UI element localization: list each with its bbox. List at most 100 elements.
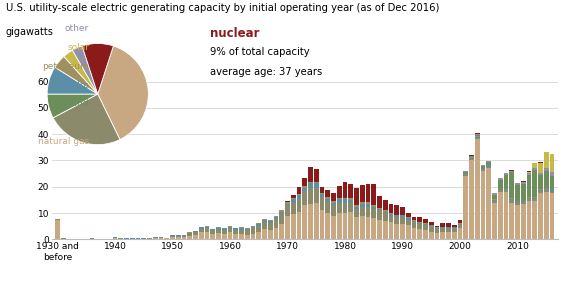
- Bar: [302, 205, 307, 239]
- Bar: [417, 224, 422, 229]
- Bar: [440, 223, 445, 227]
- Bar: [550, 172, 554, 176]
- Bar: [498, 190, 503, 192]
- Bar: [360, 185, 365, 202]
- Bar: [325, 201, 330, 213]
- Wedge shape: [47, 67, 98, 94]
- Bar: [210, 234, 215, 239]
- Bar: [481, 171, 485, 239]
- Wedge shape: [98, 46, 148, 140]
- Bar: [463, 176, 468, 239]
- Bar: [199, 232, 204, 239]
- Bar: [498, 189, 503, 190]
- Bar: [538, 190, 543, 191]
- Bar: [423, 225, 428, 230]
- Bar: [538, 163, 543, 173]
- Bar: [366, 184, 370, 202]
- Bar: [343, 203, 347, 213]
- Bar: [475, 139, 480, 239]
- Bar: [348, 203, 353, 212]
- Wedge shape: [82, 43, 113, 94]
- Bar: [486, 168, 491, 239]
- Bar: [205, 228, 209, 231]
- Bar: [394, 224, 399, 239]
- Bar: [262, 219, 267, 220]
- Bar: [354, 205, 359, 207]
- Bar: [458, 219, 462, 223]
- Bar: [164, 238, 169, 239]
- Bar: [279, 211, 284, 213]
- Bar: [291, 200, 296, 203]
- Bar: [366, 207, 370, 217]
- Bar: [377, 209, 382, 210]
- Bar: [538, 191, 543, 193]
- Bar: [279, 213, 284, 224]
- Bar: [279, 224, 284, 239]
- Bar: [262, 220, 267, 221]
- Bar: [458, 224, 462, 225]
- Bar: [527, 197, 531, 198]
- Bar: [412, 217, 416, 220]
- Bar: [256, 232, 261, 239]
- Bar: [504, 173, 508, 175]
- Bar: [274, 216, 278, 217]
- Bar: [256, 226, 261, 232]
- Bar: [320, 194, 324, 197]
- Bar: [360, 202, 365, 204]
- Bar: [383, 221, 388, 239]
- Bar: [199, 227, 204, 229]
- Bar: [435, 229, 439, 233]
- Bar: [417, 223, 422, 224]
- Bar: [302, 186, 307, 188]
- Bar: [205, 231, 209, 239]
- Bar: [176, 237, 181, 239]
- Bar: [228, 228, 232, 232]
- Bar: [521, 200, 526, 201]
- Bar: [320, 197, 324, 210]
- Bar: [222, 234, 227, 239]
- Bar: [383, 211, 388, 213]
- Bar: [159, 238, 163, 239]
- Bar: [532, 201, 537, 239]
- Bar: [366, 217, 370, 239]
- Bar: [216, 228, 221, 230]
- Bar: [446, 231, 451, 239]
- Text: solar: solar: [67, 43, 89, 52]
- Bar: [394, 217, 399, 224]
- Text: other: other: [65, 24, 89, 33]
- Bar: [417, 217, 422, 222]
- Bar: [348, 212, 353, 239]
- Bar: [475, 133, 480, 135]
- Bar: [550, 193, 554, 239]
- Bar: [429, 231, 434, 239]
- Bar: [262, 221, 267, 229]
- Bar: [521, 204, 526, 239]
- Text: U.S. utility-scale electric generating capacity by initial operating year (as of: U.S. utility-scale electric generating c…: [6, 3, 439, 13]
- Bar: [354, 188, 359, 205]
- Bar: [532, 197, 537, 198]
- Bar: [429, 222, 434, 225]
- Bar: [325, 190, 330, 197]
- Bar: [538, 175, 543, 189]
- Bar: [314, 203, 319, 239]
- Bar: [538, 189, 543, 190]
- Bar: [389, 213, 393, 214]
- Bar: [481, 165, 485, 166]
- Text: wind: wind: [68, 99, 89, 109]
- Bar: [325, 197, 330, 199]
- Bar: [182, 235, 186, 236]
- Wedge shape: [53, 94, 120, 145]
- Bar: [492, 199, 497, 200]
- Bar: [228, 226, 232, 227]
- Bar: [371, 209, 376, 218]
- Bar: [193, 235, 198, 239]
- Bar: [550, 190, 554, 192]
- Bar: [400, 224, 405, 239]
- Bar: [481, 168, 485, 169]
- Bar: [285, 216, 290, 239]
- Bar: [343, 200, 347, 203]
- Bar: [331, 205, 336, 216]
- Bar: [475, 137, 480, 138]
- Bar: [297, 212, 301, 239]
- Wedge shape: [47, 94, 98, 118]
